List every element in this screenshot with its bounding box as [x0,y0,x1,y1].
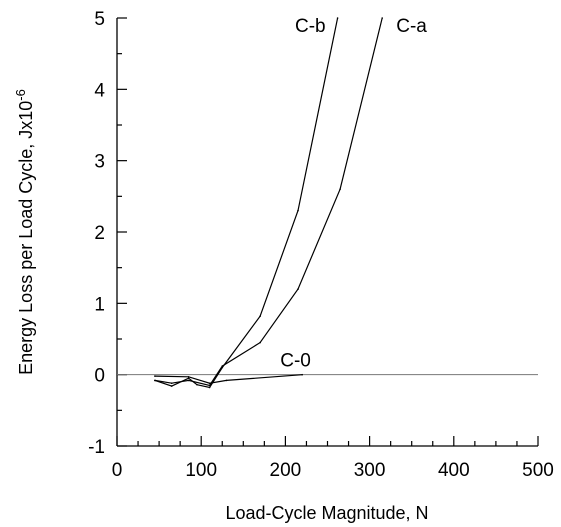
series-label-c-a: C-a [396,16,427,37]
x-axis-title: Load-Cycle Magnitude, N [225,503,428,523]
y-axis-title-main: Energy Loss per Load Cycle, Jx10 [16,101,36,375]
y-tick-label: 4 [94,80,105,101]
y-tick-label: 1 [94,294,105,315]
y-axis-title: Energy Loss per Load Cycle, Jx10-6 [13,89,36,375]
data-point-c-0 [187,376,190,378]
x-tick-label: 0 [112,460,123,481]
series-label-c-0: C-0 [280,351,311,372]
data-point-c-a [259,341,261,344]
series-labels-group: C-b C-a C-0 [280,16,427,372]
x-tick-label: 500 [522,460,554,481]
data-point-c-a [381,17,384,19]
data-point-c-b [336,17,339,19]
x-tick-label: 300 [354,460,386,481]
y-axis-title-exponent: -6 [13,89,28,101]
data-point-c-a [208,384,211,387]
data-point-c-a [339,188,341,190]
y-tick-label: 5 [94,9,105,30]
data-point-c-b [297,209,299,212]
data-point-c-a [187,379,190,382]
x-tick-label: 200 [270,460,302,481]
data-point-c-a [170,382,173,385]
y-tick-label: 3 [94,152,105,173]
data-point-c-a [154,379,156,382]
series-line-c-a [154,17,383,387]
data-point-c-b [259,315,261,318]
y-tick-label: 2 [94,223,105,244]
data-point-c-b [208,386,211,389]
data-point-c-b [170,385,173,387]
data-point-c-a [297,288,299,290]
series-line-c-b [154,17,339,389]
data-point-c-0 [208,382,211,385]
y-tick-label: -1 [88,437,105,458]
series-label-c-b: C-b [295,16,326,37]
series-group [154,17,384,389]
data-point-c-a [221,365,224,367]
data-point-c-b [187,377,190,380]
x-tick-label: 400 [438,460,470,481]
data-point-c-0 [225,379,228,382]
data-point-c-0 [301,373,304,376]
x-tick-label: 100 [185,460,217,481]
data-point-c-b [196,383,198,386]
data-point-c-0 [154,375,156,377]
y-tick-label: 0 [94,366,105,387]
axes-group: -1 0 1 2 3 4 5 0 100 200 300 400 500 [88,9,554,481]
